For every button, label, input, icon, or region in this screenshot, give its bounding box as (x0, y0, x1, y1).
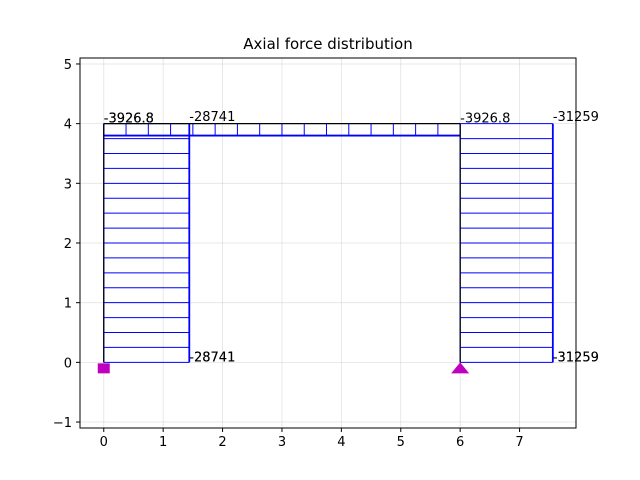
axis-ticks: 0 1 2 3 4 5 6 7 −1 0 1 2 3 4 5 (53, 58, 524, 450)
x-tick-label: 6 (456, 435, 464, 450)
x-tick-label: 5 (397, 435, 405, 450)
force-value-label: -28741 (189, 110, 235, 125)
pinned-support-marker (451, 362, 470, 374)
force-value-label: -3926.8 (104, 112, 154, 127)
force-value-label: -28741 (189, 350, 235, 365)
y-tick-label: 4 (64, 118, 72, 133)
force-value-label: -28741 (189, 350, 235, 365)
chart-title: Axial force distribution (243, 35, 412, 53)
x-tick-label: 1 (159, 435, 167, 450)
force-value-label: -3926.8 (460, 112, 510, 127)
force-value-label: -3926.8 (104, 112, 154, 127)
x-tick-label: 7 (515, 435, 523, 450)
y-tick-label: 0 (64, 356, 72, 371)
x-tick-label: 0 (100, 435, 108, 450)
y-tick-label: 3 (64, 177, 72, 192)
y-tick-label: 2 (64, 237, 72, 252)
y-tick-label: −1 (53, 416, 72, 431)
fixed-support-marker (97, 363, 110, 374)
x-tick-label: 4 (337, 435, 345, 450)
plot-area: -3926.8-3926.8 -28741-28741-28741-3926.8-… (97, 110, 599, 374)
x-tick-label: 2 (218, 435, 226, 450)
y-tick-label: 1 (64, 297, 72, 312)
x-tick-label: 3 (278, 435, 286, 450)
y-tick-label: 5 (64, 58, 72, 73)
